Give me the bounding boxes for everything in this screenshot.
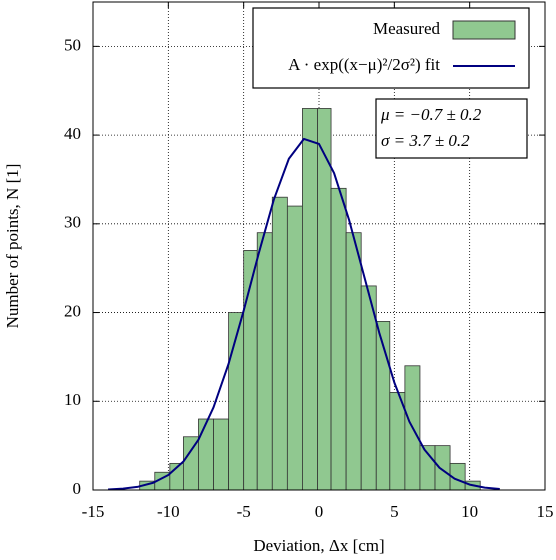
x-tick-label: -15 [82, 502, 105, 521]
x-axis-label: Deviation, Δx [cm] [253, 536, 384, 555]
x-tick-label: 15 [537, 502, 554, 521]
histogram-bar [213, 418, 230, 491]
histogram-bar [434, 445, 451, 491]
legend-label: A · exp((x−μ)²/2σ²) fit [288, 55, 440, 74]
histogram-bar [182, 436, 199, 491]
histogram-bar [330, 187, 347, 491]
histogram-bar [317, 108, 332, 491]
y-tick-label: 30 [64, 213, 81, 232]
annotation-box [375, 98, 528, 159]
histogram-bar [286, 205, 303, 491]
x-tick-label: -10 [157, 502, 180, 521]
histogram-bar [256, 232, 273, 491]
histogram-bar [345, 232, 362, 491]
histogram-bar [271, 196, 288, 491]
x-tick-label: 10 [461, 502, 478, 521]
legend-swatch [452, 20, 516, 40]
y-tick-label: 50 [64, 35, 81, 54]
y-tick-label: 0 [73, 479, 82, 498]
y-tick-label: 20 [64, 301, 81, 320]
y-tick-label: 40 [64, 124, 81, 143]
histogram-bar [302, 108, 318, 491]
annotation: σ = 3.7 ± 0.2 [381, 131, 470, 150]
histogram-bar [389, 391, 406, 491]
histogram-bar [198, 418, 214, 491]
x-tick-label: 0 [315, 502, 324, 521]
y-axis-label: Number of points, N [1] [3, 164, 22, 329]
annotation: μ = −0.7 ± 0.2 [380, 105, 482, 124]
plot-frame [92, 1, 546, 491]
x-tick-label: -5 [237, 502, 251, 521]
legend-label: Measured [373, 19, 441, 38]
y-tick-label: 10 [64, 390, 81, 409]
x-tick-label: 5 [390, 502, 399, 521]
fit-curve [108, 137, 500, 491]
